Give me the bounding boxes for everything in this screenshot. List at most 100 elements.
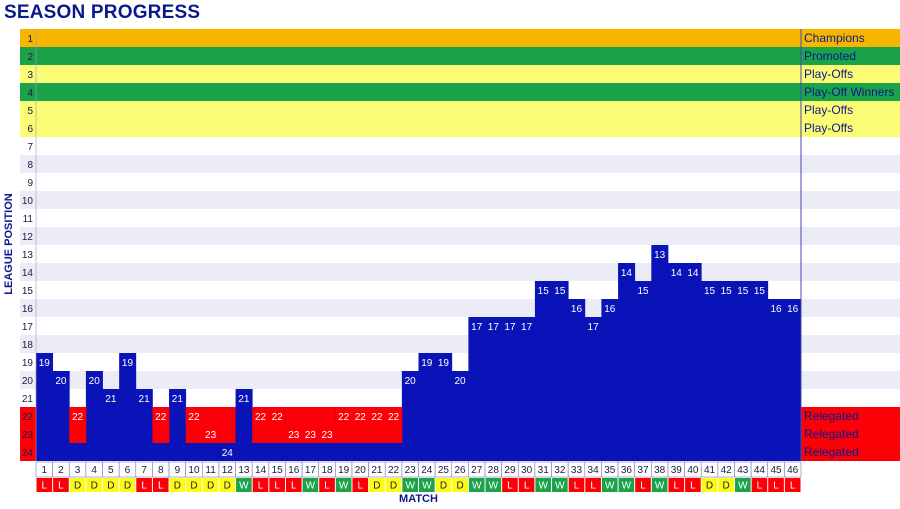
x-tick-label: 40 bbox=[687, 465, 699, 476]
y-tick-label: 12 bbox=[22, 232, 34, 243]
x-tick-label: 24 bbox=[421, 465, 433, 476]
x-tick-label: 29 bbox=[504, 465, 516, 476]
position-bar bbox=[667, 263, 685, 461]
y-tick-label: 17 bbox=[22, 322, 34, 333]
result-cell bbox=[186, 478, 202, 492]
row-band-2 bbox=[20, 47, 900, 65]
row-band-14 bbox=[20, 263, 900, 281]
position-data-label: 21 bbox=[105, 394, 117, 405]
result-cell bbox=[734, 478, 751, 492]
result-cell bbox=[552, 478, 568, 492]
result-label: W bbox=[239, 481, 249, 492]
position-bar bbox=[485, 317, 503, 461]
result-label: D bbox=[440, 481, 447, 492]
relegation-overlay bbox=[368, 407, 386, 443]
x-tick-label: 30 bbox=[521, 465, 533, 476]
position-data-label: 15 bbox=[737, 286, 749, 297]
position-bar bbox=[52, 371, 70, 461]
position-data-label: 21 bbox=[139, 394, 151, 405]
position-data-label: 17 bbox=[488, 322, 500, 333]
result-cell bbox=[69, 478, 86, 492]
position-bar bbox=[418, 353, 436, 461]
x-tick-label: 15 bbox=[272, 465, 284, 476]
result-cell bbox=[751, 478, 768, 492]
relegation-overlay bbox=[285, 425, 303, 443]
x-tick-label: 16 bbox=[288, 465, 300, 476]
result-label: W bbox=[738, 481, 748, 492]
x-tick-label: 12 bbox=[222, 465, 234, 476]
result-cell bbox=[701, 478, 718, 492]
result-label: D bbox=[207, 481, 214, 492]
y-tick-label: 11 bbox=[23, 214, 34, 225]
result-label: W bbox=[622, 481, 632, 492]
position-data-label: 19 bbox=[122, 358, 134, 369]
relegation-overlay bbox=[318, 425, 336, 443]
y-tick-label: 14 bbox=[22, 268, 34, 279]
x-tick-label: 38 bbox=[654, 465, 666, 476]
result-label: W bbox=[555, 481, 565, 492]
result-cell bbox=[435, 478, 452, 492]
relegation-overlay bbox=[385, 407, 403, 443]
position-data-label: 15 bbox=[554, 286, 566, 297]
result-cell bbox=[419, 478, 435, 492]
position-data-label: 15 bbox=[538, 286, 550, 297]
x-tick-label: 45 bbox=[770, 465, 782, 476]
result-label: W bbox=[489, 481, 499, 492]
x-tick-label: 34 bbox=[588, 465, 600, 476]
position-bar bbox=[401, 371, 419, 461]
result-label: W bbox=[339, 481, 349, 492]
row-band-4 bbox=[20, 83, 900, 101]
result-label: L bbox=[158, 481, 164, 492]
y-tick-label: 2 bbox=[27, 52, 33, 63]
y-tick-label: 13 bbox=[22, 250, 34, 261]
relegation-overlay bbox=[185, 407, 203, 443]
x-tick-label: 6 bbox=[125, 465, 131, 476]
result-cell bbox=[718, 478, 734, 492]
position-bar bbox=[501, 317, 519, 461]
position-data-label: 22 bbox=[272, 412, 284, 423]
y-tick-label: 3 bbox=[27, 70, 33, 81]
result-label: L bbox=[274, 481, 280, 492]
y-tick-label: 5 bbox=[27, 106, 33, 117]
result-cell bbox=[685, 478, 701, 492]
row-band-9 bbox=[20, 173, 900, 191]
position-bar bbox=[119, 353, 137, 461]
result-label: W bbox=[405, 481, 415, 492]
result-cell bbox=[103, 478, 119, 492]
position-data-label: 20 bbox=[455, 376, 467, 387]
x-tick-label: 37 bbox=[637, 465, 649, 476]
result-label: L bbox=[690, 481, 696, 492]
y-tick-label: 1 bbox=[27, 34, 33, 45]
result-cell bbox=[119, 478, 136, 492]
result-label: L bbox=[673, 481, 679, 492]
position-bar bbox=[568, 299, 586, 461]
result-cell bbox=[269, 478, 285, 492]
result-cell bbox=[36, 478, 53, 492]
position-bar bbox=[618, 263, 636, 461]
position-data-label: 15 bbox=[637, 286, 649, 297]
x-tick-label: 21 bbox=[371, 465, 383, 476]
position-bar bbox=[634, 281, 652, 461]
result-cell bbox=[452, 478, 468, 492]
result-cell bbox=[236, 478, 252, 492]
position-data-label: 19 bbox=[39, 358, 51, 369]
row-band-11 bbox=[20, 209, 900, 227]
result-label: D bbox=[74, 481, 81, 492]
result-cell bbox=[568, 478, 585, 492]
result-label: D bbox=[190, 481, 197, 492]
result-cell bbox=[319, 478, 335, 492]
position-data-label: 22 bbox=[155, 412, 167, 423]
x-tick-label: 5 bbox=[108, 465, 114, 476]
result-label: D bbox=[456, 481, 463, 492]
x-tick-label: 33 bbox=[571, 465, 583, 476]
x-tick-label: 22 bbox=[388, 465, 400, 476]
result-cell bbox=[385, 478, 402, 492]
result-label: W bbox=[655, 481, 665, 492]
result-label: L bbox=[590, 481, 596, 492]
x-tick-label: 28 bbox=[488, 465, 500, 476]
position-data-label: 14 bbox=[671, 268, 683, 279]
position-data-label: 22 bbox=[338, 412, 350, 423]
result-cell bbox=[335, 478, 352, 492]
result-label: D bbox=[174, 481, 181, 492]
x-tick-label: 14 bbox=[255, 465, 267, 476]
